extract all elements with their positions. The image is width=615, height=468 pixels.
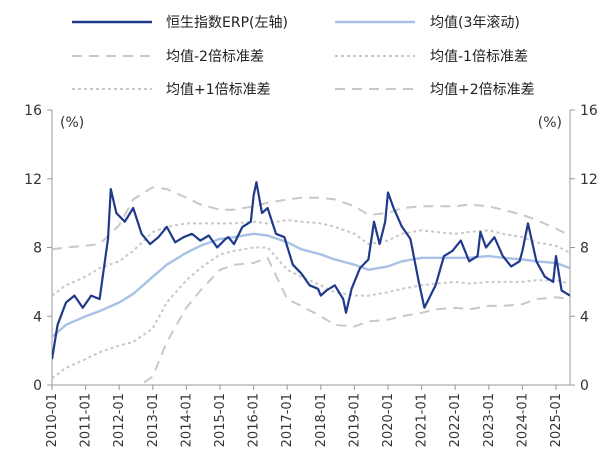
x-tick-label: 2019-01 bbox=[347, 393, 362, 447]
x-tick-label: 2012-01 bbox=[112, 393, 127, 447]
x-tick-label: 2018-01 bbox=[314, 393, 329, 447]
x-tick-label: 2010-01 bbox=[45, 393, 60, 447]
x-ticks: 2010-01 2011-01 2012-01 2013-01 2014-01 2015-… bbox=[45, 385, 564, 447]
series-line-plus2 bbox=[52, 186, 570, 251]
y-ticks-left: 0 4 8 12 16 bbox=[24, 103, 52, 394]
y-tick-label-right: 0 bbox=[580, 378, 589, 394]
y-tick-label-right: 8 bbox=[580, 241, 589, 257]
x-tick-label: 2022-01 bbox=[448, 393, 463, 447]
left-unit-label: (%) bbox=[60, 115, 84, 131]
legend-label-plus2: 均值+2倍标准差 bbox=[430, 82, 535, 98]
x-tick-label: 2017-01 bbox=[280, 393, 295, 447]
x-tick-label: 2023-01 bbox=[482, 393, 497, 447]
y-tick-label-right: 16 bbox=[580, 103, 598, 119]
series-line-minus1 bbox=[52, 246, 570, 379]
y-tick-label-left: 8 bbox=[33, 241, 42, 257]
legend-label-minus1: 均值-1倍标准差 bbox=[430, 49, 528, 65]
y-tick-label-left: 12 bbox=[24, 172, 42, 188]
legend: 恒生指数ERP(左轴) 均值(3年滚动) 均值-2倍标准差 均值-1倍标准差 均… bbox=[72, 14, 535, 98]
right-unit-label: (%) bbox=[538, 115, 562, 131]
series-layer bbox=[52, 181, 570, 385]
legend-label-erp: 恒生指数ERP(左轴) bbox=[166, 15, 288, 31]
x-tick-label: 2015-01 bbox=[213, 393, 228, 447]
legend-label-mean: 均值(3年滚动) bbox=[430, 14, 520, 31]
x-tick-label: 2016-01 bbox=[247, 393, 262, 447]
x-tick-label: 2025-01 bbox=[549, 393, 564, 447]
y-tick-label-right: 12 bbox=[580, 172, 598, 188]
y-tick-label-right: 4 bbox=[580, 309, 589, 325]
series-line-plus1 bbox=[52, 219, 570, 297]
y-tick-label-left: 16 bbox=[24, 103, 42, 119]
x-tick-label: 2013-01 bbox=[146, 393, 161, 447]
legend-label-minus2: 均值-2倍标准差 bbox=[166, 49, 264, 65]
y-ticks-right: 0 4 8 12 16 bbox=[570, 103, 598, 394]
legend-label-plus1: 均值+1倍标准差 bbox=[166, 82, 271, 98]
x-tick-label: 2020-01 bbox=[381, 393, 396, 447]
series-line-minus2 bbox=[138, 256, 570, 385]
y-tick-label-left: 0 bbox=[33, 378, 42, 394]
x-tick-label: 2021-01 bbox=[415, 393, 430, 447]
series-line-mean bbox=[52, 232, 570, 338]
x-tick-label: 2024-01 bbox=[515, 393, 530, 447]
series-line-erp bbox=[52, 181, 570, 360]
y-tick-label-left: 4 bbox=[33, 309, 42, 325]
x-tick-label: 2011-01 bbox=[79, 393, 94, 447]
x-tick-label: 2014-01 bbox=[179, 393, 194, 447]
